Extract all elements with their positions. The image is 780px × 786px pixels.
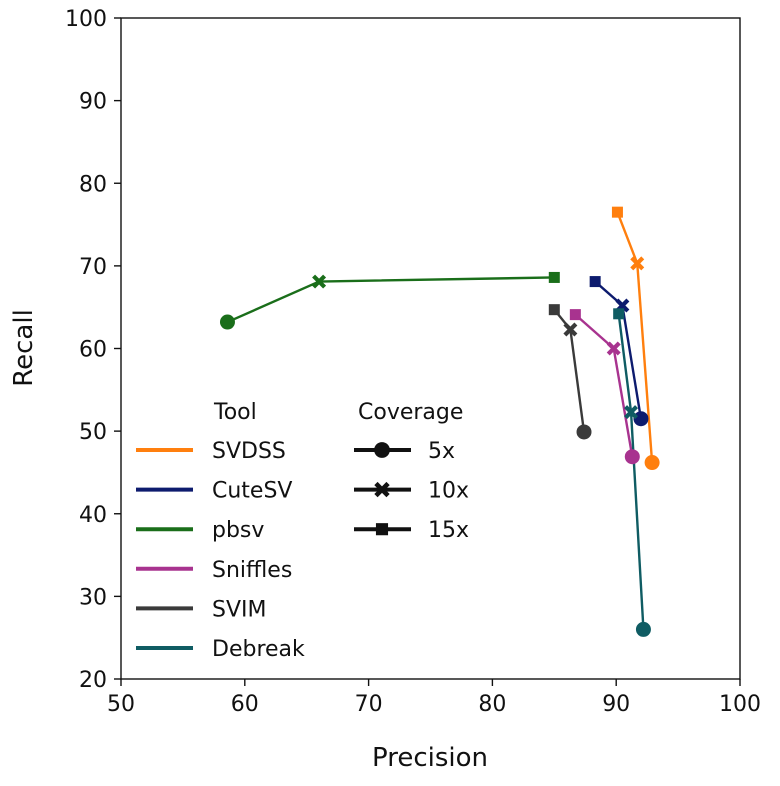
x-tick-label: 60: [231, 692, 259, 717]
legend-coverage-marker-5x: [374, 442, 390, 458]
point-sniffles-5x: [624, 449, 640, 465]
legend-coverage-label-5x: 5x: [428, 439, 455, 464]
y-tick-label: 20: [79, 668, 107, 693]
legend-coverage-label-15x: 15x: [428, 518, 469, 543]
x-tick-label: 90: [602, 692, 630, 717]
point-sniffles-10x: [606, 341, 621, 356]
point-pbsv-5x: [219, 314, 235, 330]
point-svim-10x: [563, 322, 578, 337]
point-sniffles-15x: [569, 309, 581, 321]
legend-label-svim: SVIM: [212, 597, 266, 622]
legend-coverage-marker-15x: [375, 523, 389, 536]
point-debreak-15x: [613, 308, 625, 320]
series-markers: [219, 206, 660, 637]
point-svdss-10x: [630, 256, 645, 271]
y-tick-label: 70: [79, 255, 107, 280]
legend-coverage-title: Coverage: [358, 400, 463, 425]
legend-coverage-label-10x: 10x: [428, 479, 469, 504]
legend-label-cutesv: CuteSV: [212, 479, 292, 504]
x-tick-label: 50: [107, 692, 135, 717]
point-debreak-5x: [635, 621, 651, 637]
legend-coverage-marker-10x: [374, 481, 390, 498]
line-pbsv: [226, 276, 555, 324]
legend-label-pbsv: pbsv: [212, 518, 264, 543]
axes: 50 60 70 80 90 100 20 30 40 50 60 70 80 90 100: [65, 7, 761, 717]
point-svdss-15x: [611, 206, 623, 218]
y-tick-label: 80: [79, 172, 107, 197]
y-tick-label: 50: [79, 420, 107, 445]
point-svdss-5x: [644, 455, 660, 471]
y-tick-label: 90: [79, 90, 107, 115]
y-axis-title: Recall: [9, 309, 39, 387]
x-tick-label: 70: [355, 692, 383, 717]
legend-label-debreak: Debreak: [212, 637, 305, 662]
x-axis-title: Precision: [372, 743, 488, 773]
point-cutesv-15x: [589, 276, 601, 288]
y-tick-label: 30: [79, 585, 107, 610]
legend-tool-title: Tool: [213, 400, 257, 425]
legend-label-svdss: SVDSS: [212, 439, 286, 464]
x-tick-label: 100: [719, 692, 761, 717]
y-tick-label: 100: [65, 7, 107, 32]
point-svim-5x: [576, 424, 592, 440]
y-tick-label: 40: [79, 503, 107, 528]
y-tick-label: 60: [79, 338, 107, 363]
legend: Tool Coverage SVDSS CuteSV pbsv Sniffles SVI…: [136, 400, 469, 662]
legend-label-sniffles: Sniffles: [212, 558, 292, 583]
point-svim-15x: [548, 304, 560, 316]
point-pbsv-10x: [312, 274, 327, 289]
x-tick-label: 80: [478, 692, 506, 717]
point-pbsv-15x: [548, 271, 560, 283]
point-cutesv-5x: [633, 411, 649, 427]
point-debreak-10x: [624, 405, 639, 420]
